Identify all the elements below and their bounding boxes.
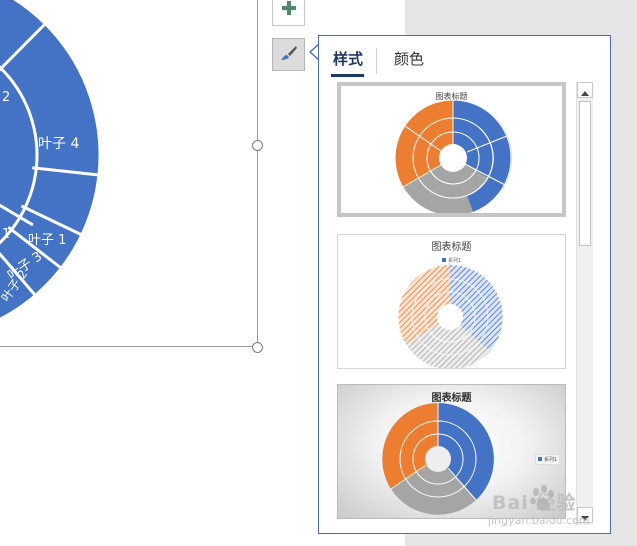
legend-label: 系列1 — [448, 258, 462, 264]
legend-marker — [538, 457, 542, 461]
sunburst-chart[interactable]: 叶子 4 叶子 1 叶子 3 叶子 2 2 1 — [0, 0, 258, 347]
baidu-watermark: Bai 经验 jingyan.baidu.com — [478, 478, 623, 540]
tab-separator — [376, 48, 377, 74]
sunburst-thumbnail-gradient — [382, 403, 494, 515]
watermark-url: jingyan.baidu.com — [488, 514, 590, 527]
style-option-title: 图表标题 — [431, 393, 472, 404]
partial-label-1: 1 — [2, 227, 10, 242]
brush-icon — [280, 44, 298, 66]
gallery-scrollbar[interactable] — [576, 82, 593, 525]
chart-styles-panel: 样式 颜色 图表标题 — [318, 35, 611, 534]
style-option-title: 图表标题 — [435, 92, 468, 101]
tab-style[interactable]: 样式 — [333, 50, 364, 68]
resize-handle-right[interactable] — [252, 140, 263, 151]
partial-label-2: 2 — [2, 90, 10, 105]
style-option-3[interactable]: 图表标题 系列1 — [337, 384, 566, 519]
legend-label: 系列1 — [544, 457, 558, 463]
scroll-down-button[interactable] — [577, 507, 593, 523]
style-option-2[interactable]: 图表标题 系列1 — [337, 234, 566, 369]
caret-down-icon — [581, 506, 589, 525]
chart-elements-button[interactable] — [272, 0, 305, 26]
style-option-title: 图表标题 — [431, 242, 472, 253]
paw-icon — [530, 485, 554, 511]
leaf-label-1: 叶子 1 — [28, 233, 66, 248]
caret-up-icon — [581, 81, 589, 100]
leaf-label-4: 叶子 4 — [38, 136, 79, 152]
scroll-up-button[interactable] — [577, 82, 593, 98]
tab-color[interactable]: 颜色 — [394, 50, 425, 68]
chart-styles-button[interactable] — [272, 38, 305, 71]
plus-icon — [281, 0, 297, 20]
style-gallery: 图表标题 — [333, 82, 594, 525]
sunburst-thumbnail — [394, 99, 512, 213]
sunburst-chart-svg: 叶子 4 叶子 1 叶子 3 叶子 2 2 1 — [0, 0, 102, 321]
scrollbar-thumb[interactable] — [579, 101, 591, 246]
legend-marker — [442, 258, 446, 262]
style-option-1[interactable]: 图表标题 — [337, 82, 566, 217]
resize-handle-bottom-right[interactable] — [252, 342, 263, 353]
sunburst-thumbnail-hatched — [398, 264, 503, 368]
tab-style-underline — [331, 74, 364, 77]
